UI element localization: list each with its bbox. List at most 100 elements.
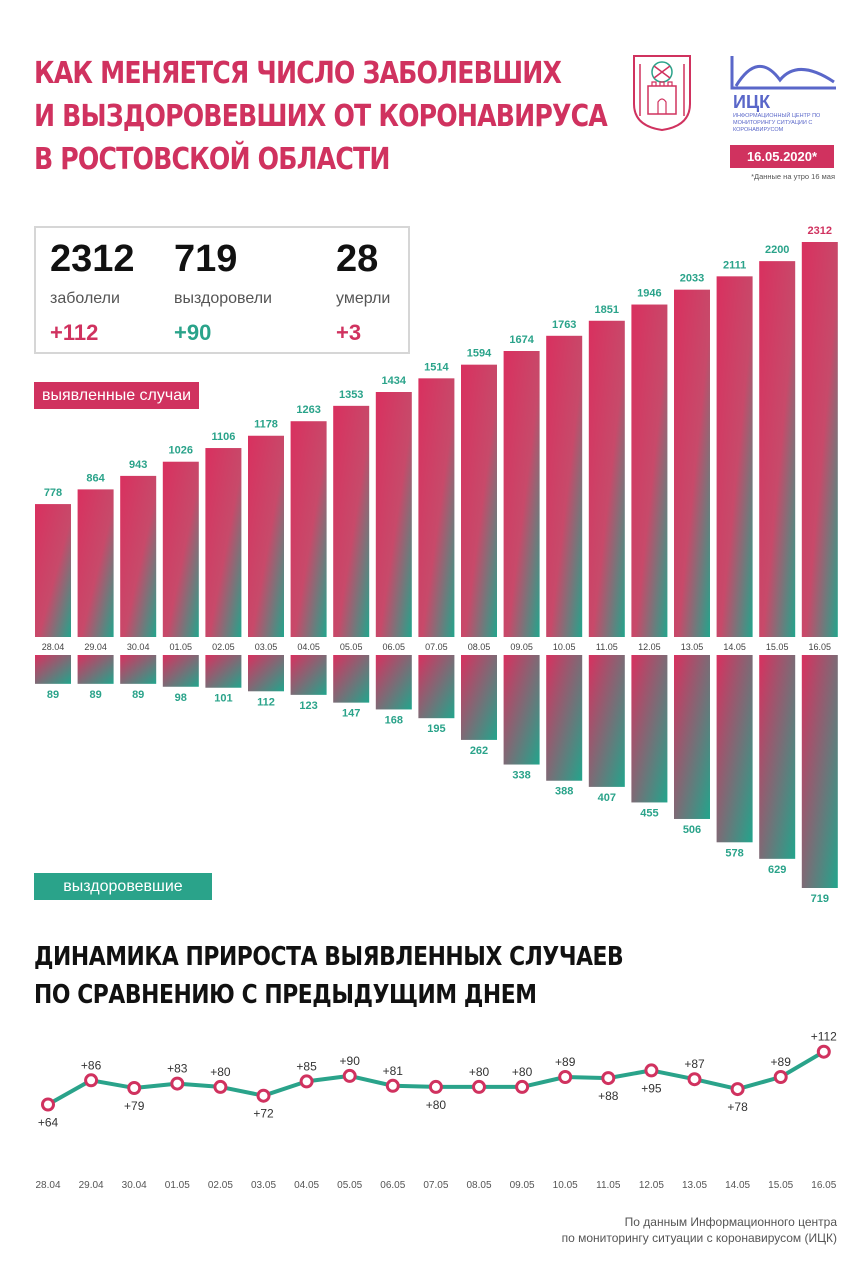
stat-cases-label: заболели (50, 290, 120, 307)
growth-date-tick: 29.04 (79, 1180, 104, 1191)
date-note: *Данные на утро 16 мая (751, 172, 835, 181)
ick-logo-icon (730, 56, 836, 90)
date-badge: 16.05.2020* (730, 145, 834, 168)
date-tick-label: 02.05 (212, 642, 235, 652)
growth-value-label: +112 (811, 1030, 837, 1044)
date-tick-label: 08.05 (468, 642, 491, 652)
recovered-value-label: 719 (811, 893, 829, 905)
growth-date-tick: 28.04 (35, 1180, 60, 1191)
case-value-label: 1106 (211, 431, 235, 443)
title-line-3: В РОСТОВСКОЙ ОБЛАСТИ (34, 142, 390, 177)
date-tick-label: 14.05 (723, 642, 746, 652)
recovered-bar (674, 655, 710, 819)
date-tick-label: 11.05 (596, 642, 618, 652)
legend-recovered: выздоровевшие (34, 873, 212, 900)
growth-date-tick: 16.05 (811, 1180, 836, 1191)
growth-point (256, 1088, 271, 1103)
growth-date-tick: 12.05 (639, 1180, 664, 1191)
growth-value-label: +72 (253, 1107, 274, 1121)
stat-deaths-value: 28 (336, 238, 379, 280)
growth-value-label: +81 (383, 1064, 404, 1078)
growth-point (428, 1079, 443, 1094)
growth-value-label: +86 (81, 1058, 102, 1072)
source-line-1: По данным Информационного центра (624, 1215, 837, 1229)
growth-point (816, 1044, 831, 1059)
growth-date-tick: 09.05 (510, 1180, 535, 1191)
recovered-value-label: 338 (512, 770, 530, 782)
page-title: КАК МЕНЯЕТСЯ ЧИСЛО ЗАБОЛЕВШИХ И ВЫЗДОРОВ… (34, 52, 622, 181)
stat-recovered-value: 719 (174, 238, 238, 280)
date-tick-label: 15.05 (766, 642, 789, 652)
case-bar (801, 242, 838, 637)
growth-line (47, 1049, 825, 1107)
logo-subtitle: ИНФОРМАЦИОННЫЙ ЦЕНТР ПО МОНИТОРИНГУ СИТУ… (733, 113, 821, 133)
date-tick-label: 10.05 (553, 642, 576, 652)
growth-point (127, 1081, 142, 1095)
recovered-bar (503, 655, 540, 765)
recovered-bar (35, 655, 71, 684)
title-line-1: КАК МЕНЯЕТСЯ ЧИСЛО ЗАБОЛЕВШИХ (34, 56, 562, 91)
recovered-value-label: 101 (214, 693, 232, 705)
growth-date-tick: 03.05 (251, 1180, 276, 1191)
recovered-value-label: 578 (725, 847, 743, 859)
source-note: По данным Информационного центра по мони… (562, 1214, 837, 1246)
recovered-bar (333, 655, 370, 703)
date-tick-label: 13.05 (681, 642, 704, 652)
recovered-value-label: 407 (598, 792, 616, 804)
case-value-label: 1178 (254, 419, 278, 431)
growth-point (601, 1071, 616, 1086)
growth-value-label: +80 (426, 1098, 447, 1112)
case-bar (546, 335, 583, 637)
case-bar (35, 504, 71, 637)
recovered-value-label: 262 (470, 745, 488, 757)
recovered-bar (248, 655, 284, 692)
recovered-bar (546, 655, 583, 781)
case-value-label: 2033 (680, 273, 704, 285)
growth-value-label: +83 (167, 1062, 188, 1076)
case-bar (375, 392, 412, 637)
growth-point (558, 1070, 573, 1084)
case-value-label: 1594 (467, 348, 492, 360)
case-bar (588, 320, 625, 637)
source-line-2: по мониторингу ситуации с коронавирусом … (561, 1231, 837, 1245)
recovered-value-label: 147 (342, 708, 360, 720)
case-value-label: 1353 (339, 389, 363, 401)
growth-point (515, 1079, 530, 1094)
recovered-bar (290, 655, 327, 695)
date-tick-label: 05.05 (340, 642, 363, 652)
growth-point (41, 1097, 55, 1112)
case-value-label: 1946 (637, 288, 661, 300)
growth-value-label: +89 (555, 1055, 576, 1069)
growth-date-tick: 14.05 (725, 1180, 750, 1191)
case-value-label: 1026 (169, 445, 193, 457)
recovered-bar (375, 655, 412, 710)
date-tick-label: 30.04 (127, 642, 150, 652)
recovered-value-label: 89 (89, 689, 101, 701)
growth-value-label: +78 (727, 1100, 748, 1114)
growth-point (773, 1070, 788, 1084)
recovered-bar (120, 655, 157, 684)
case-bar (77, 489, 114, 637)
growth-point (472, 1079, 486, 1094)
growth-date-tick: 06.05 (380, 1180, 405, 1191)
growth-value-label: +80 (210, 1065, 231, 1079)
case-bar (674, 289, 710, 637)
case-value-label: 864 (86, 472, 105, 484)
recovered-value-label: 455 (640, 807, 658, 819)
date-tick-label: 28.04 (42, 642, 65, 652)
case-value-label: 2312 (808, 225, 832, 237)
growth-value-label: +64 (38, 1116, 59, 1130)
growth-date-tick: 01.05 (165, 1180, 190, 1191)
case-bar (205, 448, 242, 637)
date-tick-label: 12.05 (638, 642, 661, 652)
case-value-label: 1263 (296, 404, 320, 416)
recovered-value-label: 112 (257, 696, 275, 708)
growth-value-label: +79 (124, 1099, 145, 1113)
date-tick-label: 03.05 (255, 642, 278, 652)
growth-date-tick: 02.05 (208, 1180, 233, 1191)
recovered-bar (205, 655, 242, 688)
growth-value-label: +80 (469, 1065, 490, 1079)
case-value-label: 2111 (723, 259, 746, 271)
case-value-label: 778 (44, 487, 62, 499)
